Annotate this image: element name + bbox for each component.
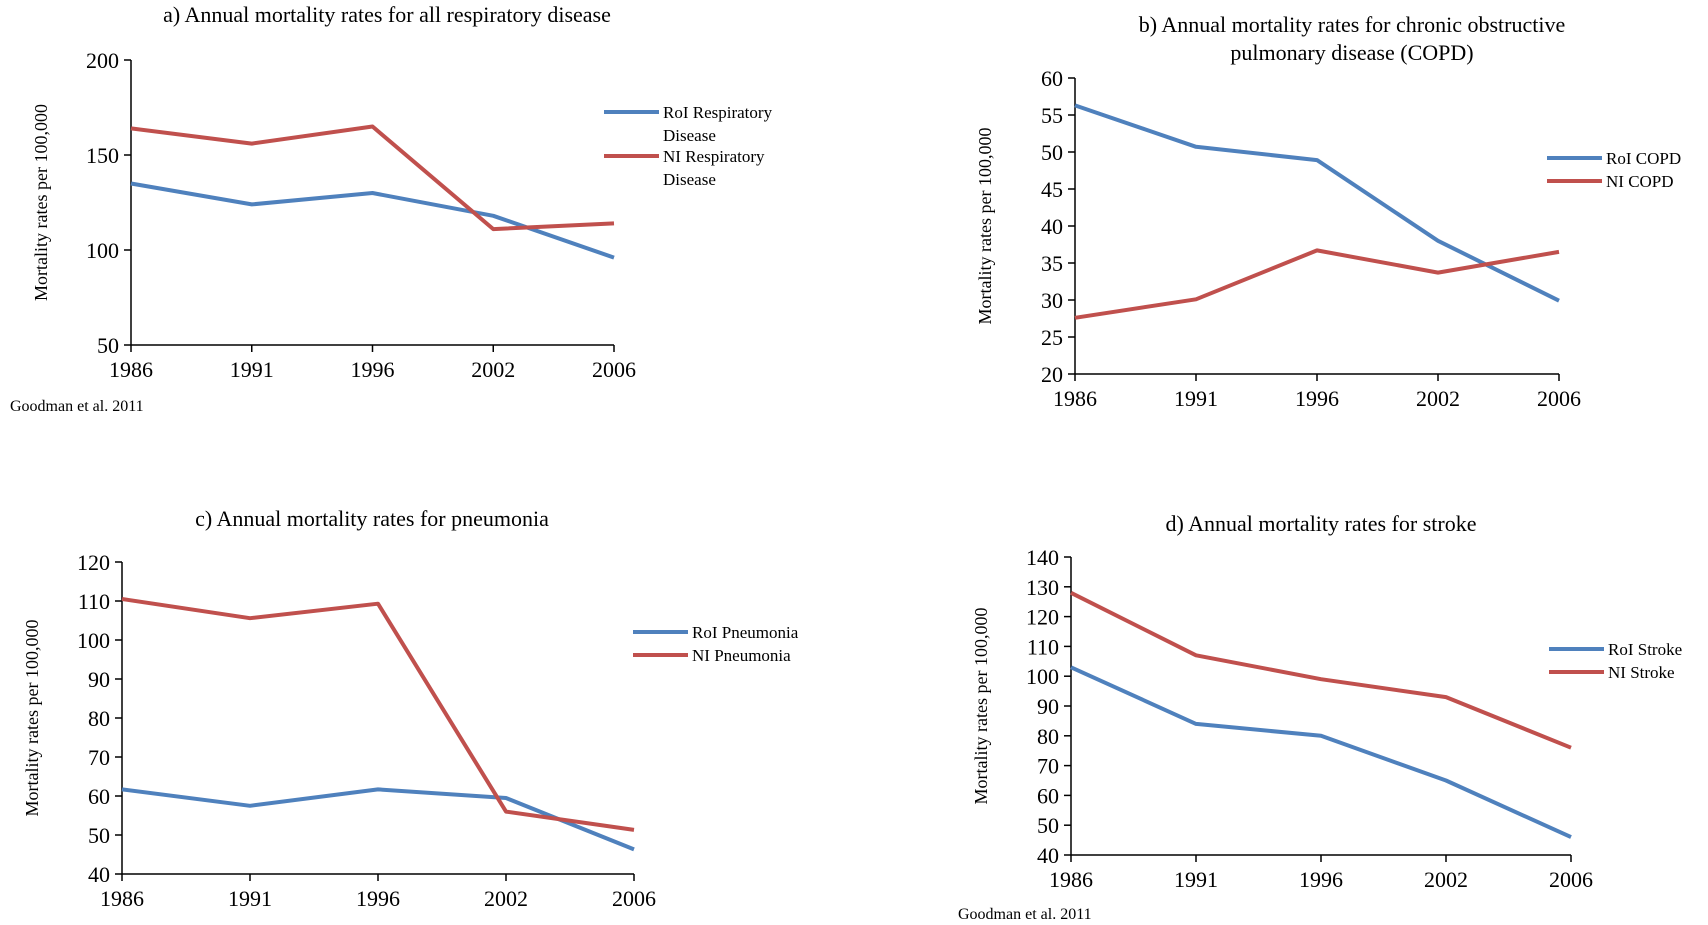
y-tick-label: 80 bbox=[1037, 724, 1059, 749]
series-line-ni-copd bbox=[1074, 248, 1560, 320]
y-tick-label: 100 bbox=[86, 238, 119, 263]
y-tick-label: 60 bbox=[1041, 66, 1063, 91]
y-tick-label: 50 bbox=[1037, 813, 1059, 838]
source-note: Goodman et al. 2011 bbox=[10, 398, 144, 415]
y-tick-label: 40 bbox=[1041, 214, 1063, 239]
x-tick-label: 1986 bbox=[1053, 386, 1097, 411]
y-tick-label: 60 bbox=[88, 784, 110, 809]
y-tick-label: 150 bbox=[86, 143, 119, 168]
y-tick-label: 90 bbox=[88, 667, 110, 692]
y-tick-label: 70 bbox=[88, 745, 110, 770]
y-tick-label: 110 bbox=[78, 589, 110, 614]
x-tick-label: 1996 bbox=[351, 357, 395, 382]
x-tick-label: 2002 bbox=[471, 357, 515, 382]
chart-c: c) Annual mortality rates for pneumonia 4… bbox=[22, 506, 799, 911]
series-line-ni-stroke bbox=[1070, 591, 1572, 750]
x-tick-label: 2006 bbox=[592, 357, 636, 382]
x-tick-label: 1996 bbox=[356, 886, 400, 911]
legend-label: Disease bbox=[663, 126, 716, 145]
chart-title: d) Annual mortality rates for stroke bbox=[1166, 511, 1477, 536]
y-axis-label: Mortality rates per 100,000 bbox=[31, 104, 51, 301]
legend-label: NI Pneumonia bbox=[692, 646, 791, 665]
source-note: Goodman et al. 2011 bbox=[958, 906, 1092, 923]
y-axis-label: Mortality rates per 100,000 bbox=[971, 608, 991, 805]
chart-d: d) Annual mortality rates for stroke 40 50… bbox=[958, 511, 1682, 923]
x-tick-label: 2006 bbox=[1537, 386, 1581, 411]
chart-title: b) Annual mortality rates for chronic ob… bbox=[1139, 12, 1565, 37]
x-tick-label: 1991 bbox=[1174, 867, 1218, 892]
legend-label: RoI Pneumonia bbox=[692, 623, 799, 642]
y-tick-label: 100 bbox=[77, 628, 110, 653]
y-tick-label: 80 bbox=[88, 706, 110, 731]
x-tick-label: 1991 bbox=[228, 886, 272, 911]
x-tick-label: 1986 bbox=[109, 357, 153, 382]
legend-label: Disease bbox=[663, 170, 716, 189]
x-tick-label: 2002 bbox=[1416, 386, 1460, 411]
y-tick-label: 50 bbox=[1041, 140, 1063, 165]
chart-b: b) Annual mortality rates for chronic ob… bbox=[975, 12, 1681, 411]
y-tick-label: 60 bbox=[1037, 783, 1059, 808]
y-tick-label: 40 bbox=[88, 862, 110, 887]
x-tick-label: 2006 bbox=[1549, 867, 1593, 892]
y-tick-label: 25 bbox=[1041, 325, 1063, 350]
x-tick-label: 1986 bbox=[1049, 867, 1093, 892]
x-tick-label: 1991 bbox=[1174, 386, 1218, 411]
y-tick-label: 130 bbox=[1026, 575, 1059, 600]
legend-label: NI Stroke bbox=[1608, 663, 1675, 682]
chart-title: a) Annual mortality rates for all respir… bbox=[163, 2, 611, 27]
y-tick-label: 120 bbox=[1026, 605, 1059, 630]
y-tick-label: 55 bbox=[1041, 103, 1063, 128]
x-tick-label: 1991 bbox=[230, 357, 274, 382]
y-tick-label: 50 bbox=[88, 823, 110, 848]
series-line-ni-respiratory-disease bbox=[130, 124, 615, 232]
x-tick-label: 1996 bbox=[1299, 867, 1343, 892]
y-tick-label: 50 bbox=[97, 333, 119, 358]
y-tick-label: 200 bbox=[86, 48, 119, 73]
x-tick-label: 2006 bbox=[612, 886, 656, 911]
chart-a: a) Annual mortality rates for all respir… bbox=[10, 2, 773, 415]
y-axis-label: Mortality rates per 100,000 bbox=[975, 128, 995, 325]
series-line-roi-respiratory-disease bbox=[130, 181, 615, 260]
y-tick-label: 140 bbox=[1026, 545, 1059, 570]
y-tick-label: 70 bbox=[1037, 754, 1059, 779]
y-tick-label: 45 bbox=[1041, 177, 1063, 202]
x-tick-label: 1996 bbox=[1295, 386, 1339, 411]
series-line-ni-pneumonia bbox=[121, 597, 635, 832]
y-axis-label: Mortality rates per 100,000 bbox=[22, 620, 42, 817]
legend-label: RoI Stroke bbox=[1608, 640, 1682, 659]
y-tick-label: 100 bbox=[1026, 664, 1059, 689]
x-tick-label: 1986 bbox=[100, 886, 144, 911]
legend-label: RoI COPD bbox=[1606, 149, 1681, 168]
y-tick-label: 120 bbox=[77, 550, 110, 575]
legend-label: NI COPD bbox=[1606, 172, 1674, 191]
x-tick-label: 2002 bbox=[1424, 867, 1468, 892]
series-line-roi-stroke bbox=[1070, 665, 1572, 839]
y-tick-label: 20 bbox=[1041, 362, 1063, 387]
series-line-roi-pneumonia bbox=[121, 787, 635, 852]
legend-label: NI Respiratory bbox=[663, 147, 765, 166]
y-tick-label: 110 bbox=[1027, 634, 1059, 659]
y-tick-label: 40 bbox=[1037, 843, 1059, 868]
x-tick-label: 2002 bbox=[484, 886, 528, 911]
y-tick-label: 35 bbox=[1041, 251, 1063, 276]
chart-title: pulmonary disease (COPD) bbox=[1230, 40, 1473, 65]
chart-title: c) Annual mortality rates for pneumonia bbox=[195, 506, 549, 531]
y-tick-label: 90 bbox=[1037, 694, 1059, 719]
y-tick-label: 30 bbox=[1041, 288, 1063, 313]
series-line-roi-copd bbox=[1074, 103, 1560, 303]
legend-label: RoI Respiratory bbox=[663, 103, 773, 122]
